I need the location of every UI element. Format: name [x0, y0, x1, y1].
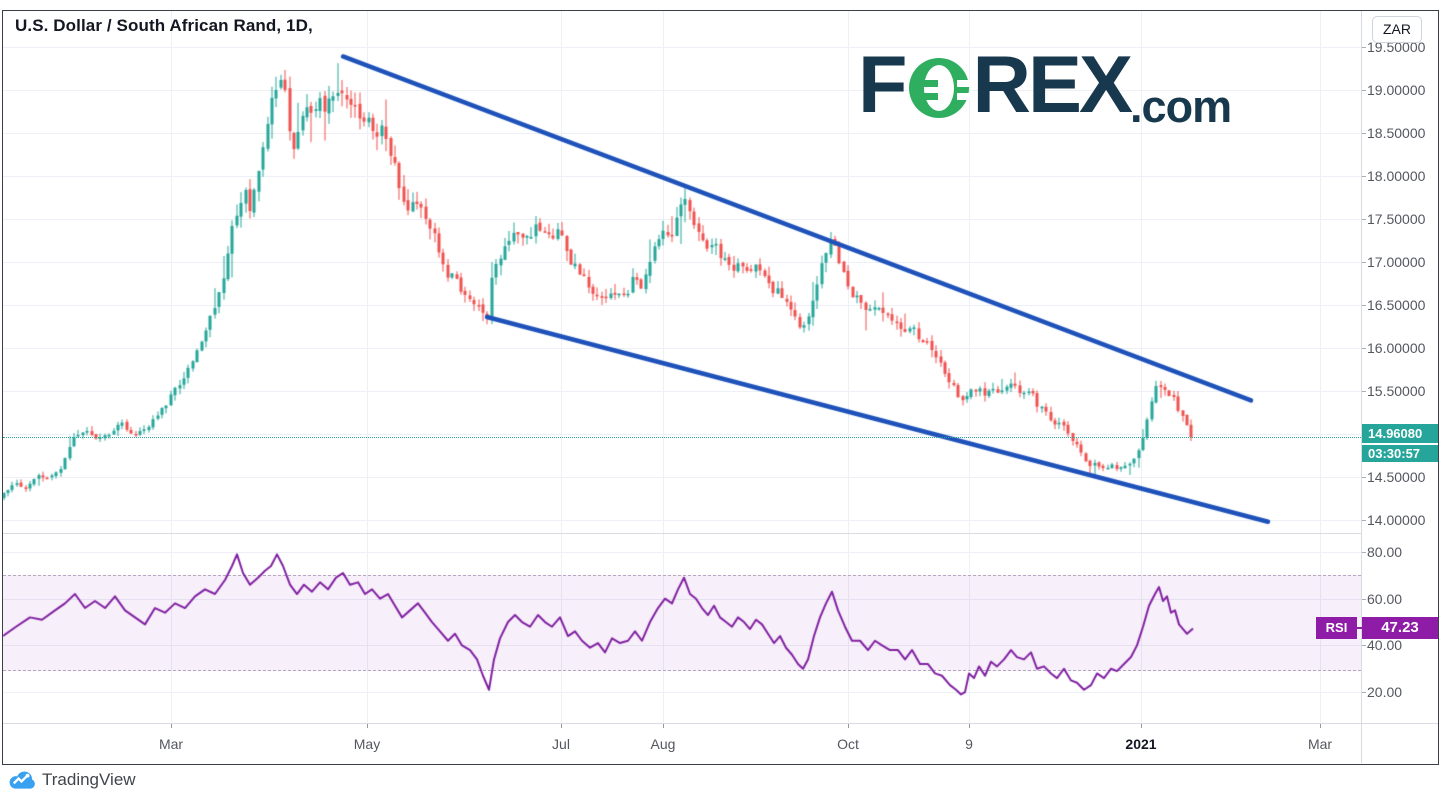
symbol-title: U.S. Dollar / South African Rand, 1D,	[15, 16, 313, 35]
bar-countdown-badge: 03:30:57	[1362, 445, 1439, 462]
tradingview-label: TradingView	[42, 770, 136, 789]
current-price-line	[3, 437, 1361, 438]
rsi-badge-tick	[1357, 627, 1362, 629]
tradingview-cloud-icon	[9, 771, 35, 789]
current-price-badge: 14.96080	[1362, 424, 1439, 443]
currency-badge[interactable]: ZAR	[1372, 16, 1422, 43]
tradingview-attribution[interactable]: TradingView	[8, 770, 136, 790]
rsi-indicator-badge: RSI	[1316, 617, 1357, 639]
rsi-value-badge: 47.23	[1362, 617, 1438, 639]
